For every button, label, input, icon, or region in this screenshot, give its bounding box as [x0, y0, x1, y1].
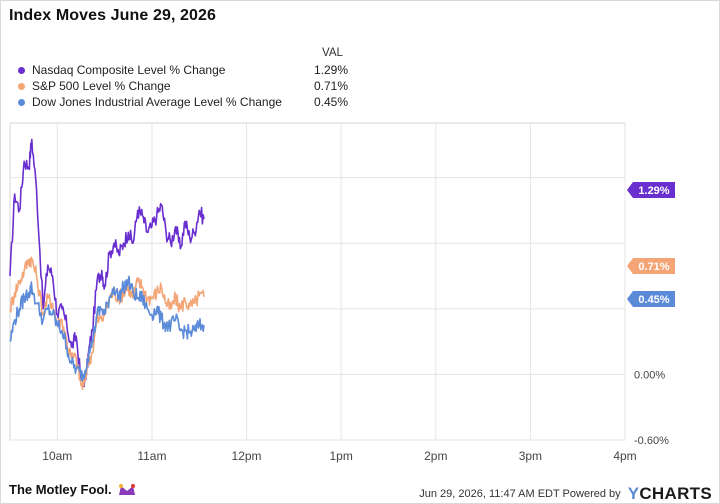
legend-item-sp500: S&P 500 Level % Change 0.71%: [18, 79, 348, 95]
legend-item-nasdaq: Nasdaq Composite Level % Change 1.29%: [18, 63, 348, 79]
end-label-sp500-text: 0.71%: [638, 261, 669, 273]
ycharts-logo: YCHARTS: [628, 484, 712, 503]
brand-name: The Motley Fool.: [9, 482, 112, 497]
ycharts-logo-y: Y: [627, 484, 640, 503]
x-tick-label: 2pm: [424, 449, 447, 463]
x-tick-label: 3pm: [519, 449, 542, 463]
legend-label-sp500: S&P 500 Level % Change: [32, 79, 171, 93]
legend-marker-sp500: [18, 83, 25, 90]
timestamp: Jun 29, 2026, 11:47 AM EDT Powered by: [419, 488, 621, 500]
legend-label-nasdaq: Nasdaq Composite Level % Change: [32, 63, 226, 77]
series-line-nasdaq: [9, 138, 205, 388]
series-line-dow: [9, 275, 205, 382]
x-tick-label: 12pm: [232, 449, 262, 463]
x-tick-label: 1pm: [329, 449, 352, 463]
jester-hat-icon: [119, 484, 136, 495]
x-tick-label: 11am: [137, 449, 166, 463]
end-label-nasdaq: 1.29%: [627, 182, 675, 198]
end-label-sp500-tag: [627, 258, 675, 274]
ycharts-logo-text: CHARTS: [639, 484, 712, 503]
y-tick-label: 0.00%: [634, 369, 665, 381]
end-label-dow-tag: [627, 291, 675, 307]
y-tick-label: -0.60%: [634, 435, 669, 447]
x-tick-label: 10am: [42, 449, 72, 463]
x-tick-label: 4pm: [613, 449, 636, 463]
legend-label-dow: Dow Jones Industrial Average Level % Cha…: [32, 95, 282, 109]
end-label-nasdaq-text: 1.29%: [638, 185, 669, 197]
legend-marker-nasdaq: [18, 67, 25, 74]
legend-value-nasdaq: 1.29%: [313, 63, 348, 77]
footer-attribution: Jun 29, 2026, 11:47 AM EDT Powered by YC…: [419, 484, 712, 504]
legend-value-dow: 0.45%: [313, 95, 348, 109]
chart-title: Index Moves June 29, 2026: [9, 7, 217, 24]
end-label-nasdaq-tag: [627, 182, 675, 198]
legend-value-sp500: 0.71%: [313, 79, 348, 93]
legend-item-dow: Dow Jones Industrial Average Level % Cha…: [18, 95, 348, 111]
end-label-dow-text: 0.45%: [638, 294, 669, 306]
motley-fool-logo: The Motley Fool.: [9, 482, 136, 497]
legend-marker-dow: [18, 99, 25, 106]
end-label-dow: 0.45%: [627, 291, 675, 307]
end-label-sp500: 0.71%: [627, 258, 675, 274]
legend-header: VAL: [322, 47, 343, 59]
